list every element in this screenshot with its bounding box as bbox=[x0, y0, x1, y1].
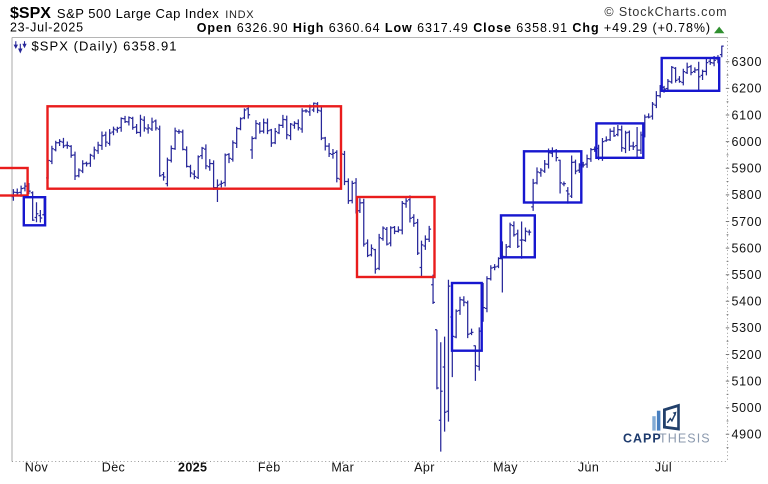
svg-text:© StockCharts.com: © StockCharts.com bbox=[604, 5, 727, 19]
svg-text:5100: 5100 bbox=[732, 374, 763, 388]
svg-text:5800: 5800 bbox=[732, 188, 763, 202]
svg-text:2025: 2025 bbox=[178, 461, 207, 475]
svg-text:23-Jul-2025: 23-Jul-2025 bbox=[10, 20, 84, 34]
svg-text:Jul: Jul bbox=[655, 461, 672, 475]
svg-text:6200: 6200 bbox=[732, 82, 763, 96]
svg-text:6000: 6000 bbox=[732, 135, 763, 149]
svg-text:4900: 4900 bbox=[732, 428, 763, 442]
svg-text:Jun: Jun bbox=[578, 461, 599, 475]
svg-text:Apr: Apr bbox=[414, 461, 435, 475]
svg-text:Dec: Dec bbox=[102, 461, 125, 475]
svg-text:5300: 5300 bbox=[732, 321, 763, 335]
svg-text:Nov: Nov bbox=[25, 461, 49, 475]
svg-text:5600: 5600 bbox=[732, 241, 763, 255]
svg-text:6300: 6300 bbox=[732, 55, 763, 69]
svg-text:Mar: Mar bbox=[331, 461, 354, 475]
svg-text:CAPP: CAPP bbox=[623, 432, 662, 446]
svg-text:6100: 6100 bbox=[732, 108, 763, 122]
svg-text:5700: 5700 bbox=[732, 215, 763, 229]
svg-text:5200: 5200 bbox=[732, 348, 763, 362]
svg-text:5000: 5000 bbox=[732, 401, 763, 415]
svg-text:5900: 5900 bbox=[732, 162, 763, 176]
svg-text:May: May bbox=[493, 461, 518, 475]
svg-text:Feb: Feb bbox=[258, 461, 281, 475]
svg-text:Open 6326.90 High 6360.64 Low: Open 6326.90 High 6360.64 Low 6317.49 Cl… bbox=[197, 21, 711, 35]
svg-text:5400: 5400 bbox=[732, 295, 763, 309]
svg-text:THESIS: THESIS bbox=[659, 432, 711, 446]
svg-text:$SPX (Daily) 6358.91: $SPX (Daily) 6358.91 bbox=[32, 39, 178, 54]
svg-text:5500: 5500 bbox=[732, 268, 763, 282]
